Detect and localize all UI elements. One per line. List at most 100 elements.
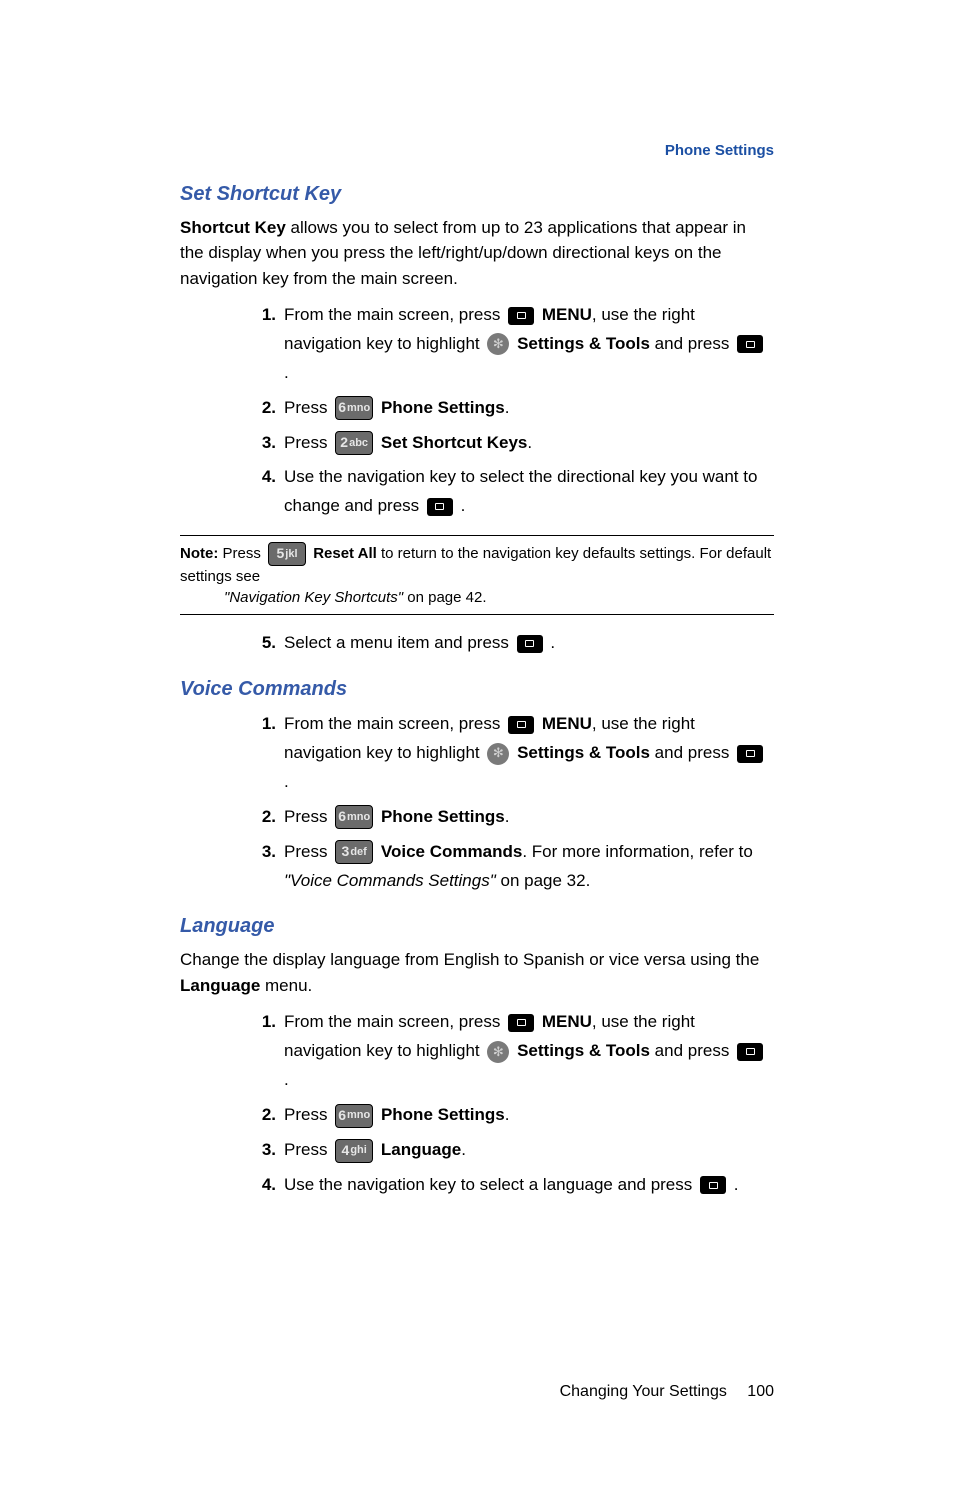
language-step-3: 3. Press 4ghi Language. [250, 1136, 774, 1165]
keynum: 6 [338, 1104, 346, 1128]
text: Press [284, 433, 332, 452]
key-6-icon: 6mno [335, 805, 373, 829]
step-body: Select a menu item and press . [284, 629, 774, 658]
phone-settings-label: Phone Settings [381, 398, 505, 417]
step-body: From the main screen, press MENU, use th… [284, 301, 774, 388]
page-footer: Changing Your Settings 100 [180, 1380, 774, 1404]
step-body: Press 3def Voice Commands. For more info… [284, 838, 774, 896]
text: . [527, 433, 532, 452]
note-ref: "Navigation Key Shortcuts" [224, 589, 403, 606]
voice-ref: "Voice Commands Settings" [284, 871, 496, 890]
language-intro: Change the display language from English… [180, 947, 774, 998]
ok-key-icon [427, 498, 453, 516]
text: Use the navigation key to select a langu… [284, 1175, 697, 1194]
key-3-icon: 3def [335, 840, 373, 864]
menu-label: MENU [542, 714, 592, 733]
keyletters: abc [349, 434, 368, 453]
step-number: 3. [250, 429, 276, 458]
keyletters: jkl [285, 547, 297, 562]
voice-commands-label: Voice Commands [381, 842, 522, 861]
settings-tools-icon: ✻ [487, 743, 509, 765]
voice-step-2: 2. Press 6mno Phone Settings. [250, 803, 774, 832]
step-number: 2. [250, 394, 276, 423]
text: Press [284, 398, 332, 417]
footer-page-number: 100 [747, 1383, 774, 1400]
shortcut-step-3: 3. Press 2abc Set Shortcut Keys. [250, 429, 774, 458]
keyletters: def [350, 843, 367, 862]
section-title-language: Language [180, 911, 774, 941]
step-number: 3. [250, 1136, 276, 1165]
language-step-4: 4. Use the navigation key to select a la… [250, 1171, 774, 1200]
text: Press [284, 807, 332, 826]
language-label: Language [381, 1140, 461, 1159]
text: Change the display language from English… [180, 950, 759, 969]
text: Press [284, 1105, 332, 1124]
step-number: 1. [250, 710, 276, 797]
step-body: Press 6mno Phone Settings. [284, 1101, 774, 1130]
text: From the main screen, press [284, 714, 505, 733]
section-title-shortcut: Set Shortcut Key [180, 179, 774, 209]
step-body: From the main screen, press MENU, use th… [284, 1008, 774, 1095]
text: Press [218, 545, 265, 562]
settings-tools-icon: ✻ [487, 333, 509, 355]
language-menu-label: Language [180, 976, 260, 995]
text: . [546, 633, 555, 652]
key-6-icon: 6mno [335, 1104, 373, 1128]
text: and press [650, 743, 734, 762]
step-number: 3. [250, 838, 276, 896]
keynum: 3 [342, 840, 350, 864]
settings-tools-icon: ✻ [487, 1041, 509, 1063]
text: . [505, 807, 510, 826]
phone-settings-label: Phone Settings [381, 807, 505, 826]
page-header: Phone Settings [180, 140, 774, 163]
text: . [461, 1140, 466, 1159]
step-body: Press 6mno Phone Settings. [284, 803, 774, 832]
key-2-icon: 2abc [335, 431, 373, 455]
step-number: 1. [250, 1008, 276, 1095]
text: . [729, 1175, 738, 1194]
shortcut-step-2: 2. Press 6mno Phone Settings. [250, 394, 774, 423]
language-step-2: 2. Press 6mno Phone Settings. [250, 1101, 774, 1130]
ok-key-icon [737, 335, 763, 353]
key-6-icon: 6mno [335, 396, 373, 420]
ok-key-icon [517, 635, 543, 653]
keynum: 6 [338, 805, 346, 829]
text: and press [650, 1041, 734, 1060]
shortcut-step-5: 5. Select a menu item and press . [250, 629, 774, 658]
text: on page 42. [403, 589, 486, 606]
step-body: Press 4ghi Language. [284, 1136, 774, 1165]
keyletters: mno [347, 808, 370, 827]
ok-key-icon [737, 1043, 763, 1061]
step-number: 1. [250, 301, 276, 388]
text: . [505, 1105, 510, 1124]
ok-key-icon [508, 1014, 534, 1032]
text: From the main screen, press [284, 305, 505, 324]
text: . [505, 398, 510, 417]
menu-label: MENU [542, 305, 592, 324]
text: Press [284, 1140, 332, 1159]
shortcut-step-1: 1. From the main screen, press MENU, use… [250, 301, 774, 388]
voice-steps: 1. From the main screen, press MENU, use… [180, 710, 774, 895]
voice-step-3: 3. Press 3def Voice Commands. For more i… [250, 838, 774, 896]
note-label: Note: [180, 545, 218, 562]
ok-key-icon [508, 716, 534, 734]
text: . [284, 772, 289, 791]
language-steps: 1. From the main screen, press MENU, use… [180, 1008, 774, 1199]
step-number: 4. [250, 463, 276, 521]
menu-label: MENU [542, 1012, 592, 1031]
text: Select a menu item and press [284, 633, 514, 652]
language-step-1: 1. From the main screen, press MENU, use… [250, 1008, 774, 1095]
keyletters: ghi [350, 1141, 367, 1160]
keyletters: mno [347, 399, 370, 418]
settings-tools-label: Settings & Tools [517, 743, 650, 762]
text: . For more information, refer to [522, 842, 753, 861]
text: . [284, 363, 289, 382]
keynum: 4 [342, 1139, 350, 1163]
step-body: Press 2abc Set Shortcut Keys. [284, 429, 774, 458]
step-body: From the main screen, press MENU, use th… [284, 710, 774, 797]
ok-key-icon [508, 307, 534, 325]
settings-tools-label: Settings & Tools [517, 1041, 650, 1060]
reset-all-label: Reset All [313, 545, 377, 562]
text: on page 32. [496, 871, 591, 890]
voice-step-1: 1. From the main screen, press MENU, use… [250, 710, 774, 797]
